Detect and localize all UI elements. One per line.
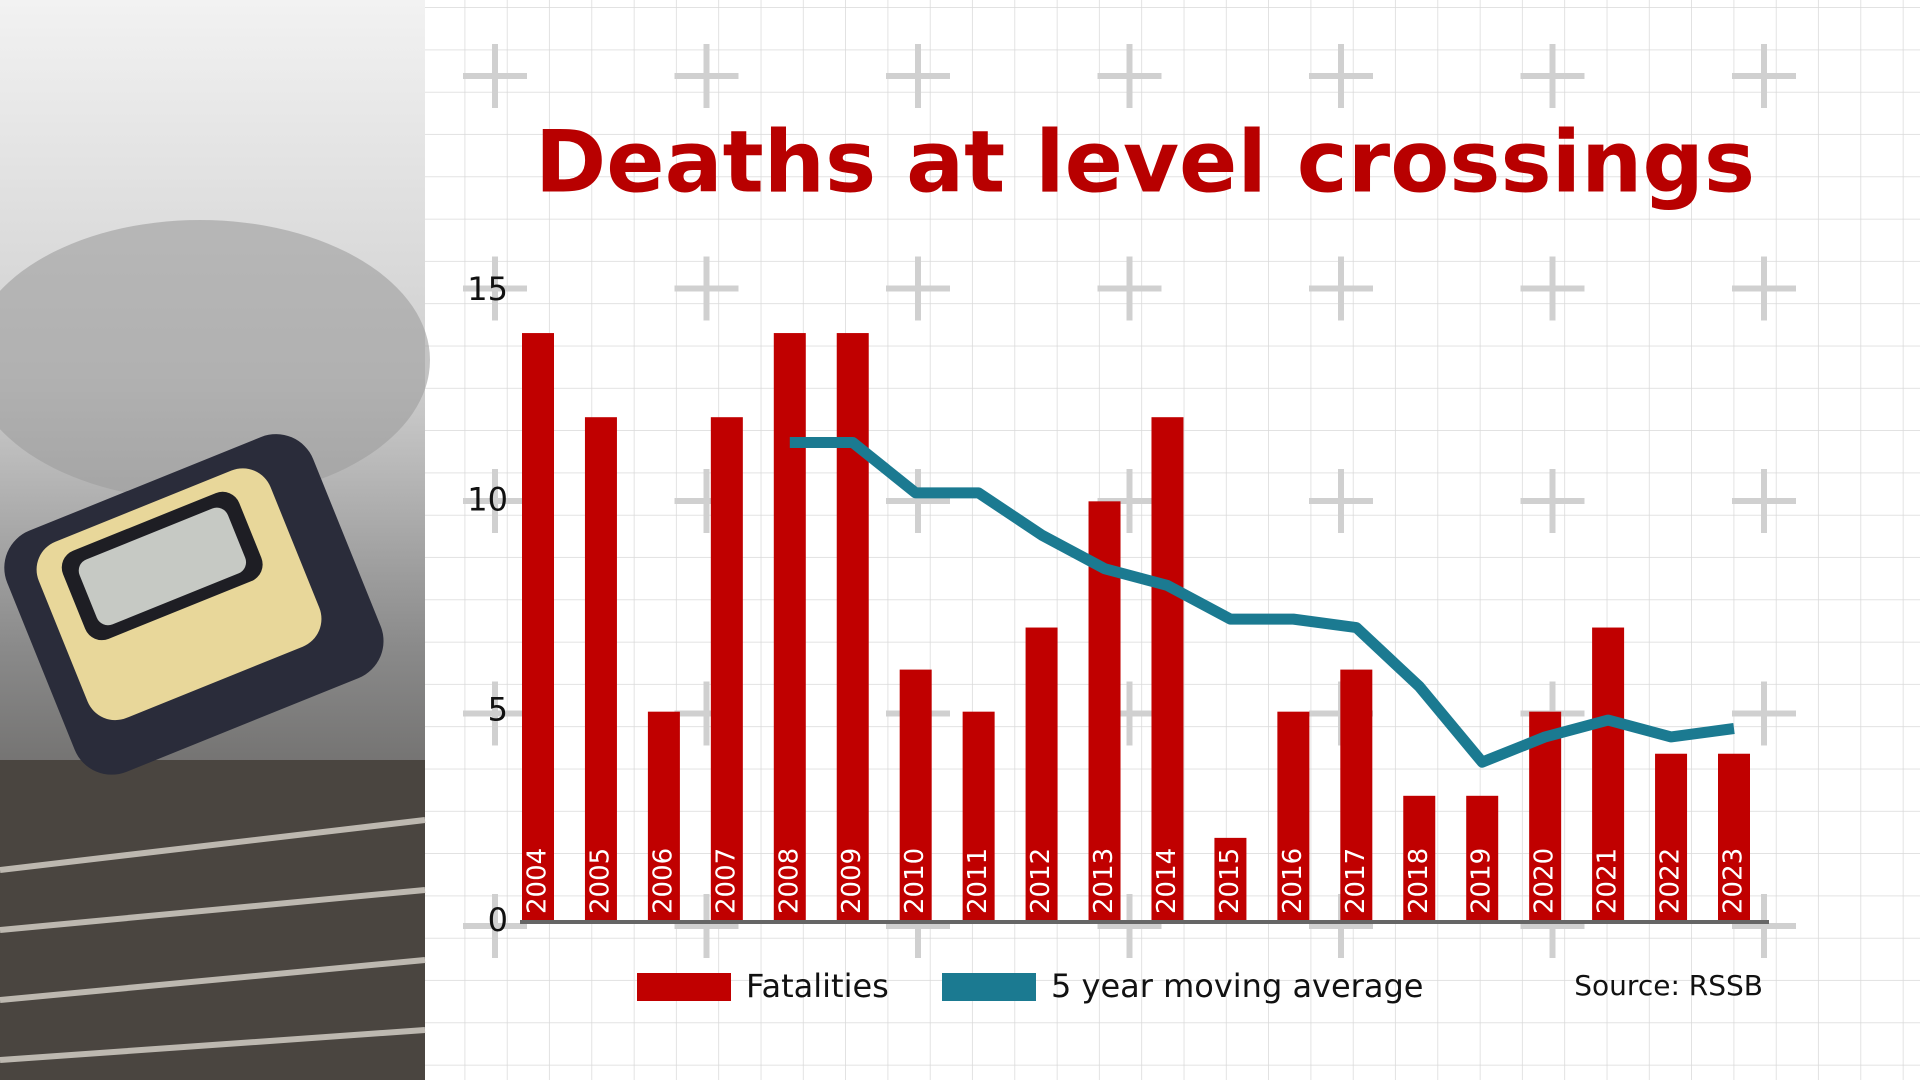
bar bbox=[1718, 753, 1750, 922]
grid-cross bbox=[1309, 44, 1373, 108]
grid-cross bbox=[886, 256, 950, 321]
grid-cross bbox=[674, 894, 739, 958]
source: Source: RSSB bbox=[1574, 969, 1763, 1002]
y-tick-label: 15 bbox=[467, 270, 508, 308]
grid-cross bbox=[1732, 894, 1796, 958]
bar bbox=[773, 333, 806, 923]
x-tick-label: 2019 bbox=[1467, 848, 1497, 914]
bar bbox=[1403, 795, 1436, 922]
grid-cross bbox=[1097, 469, 1162, 533]
x-tick-label: 2022 bbox=[1656, 848, 1686, 914]
grid-cross bbox=[463, 44, 527, 108]
x-tick-label: 2008 bbox=[774, 848, 804, 914]
grid-cross bbox=[886, 44, 950, 108]
legend-label: 5 year moving average bbox=[1051, 967, 1423, 1005]
legend-label: Fatalities bbox=[746, 967, 889, 1005]
x-tick-label: 2014 bbox=[1152, 848, 1182, 914]
bar bbox=[710, 417, 743, 922]
grid-cross bbox=[674, 44, 739, 108]
bar bbox=[584, 417, 617, 922]
bar bbox=[962, 711, 995, 922]
x-tick-label: 2005 bbox=[585, 848, 615, 914]
x-tick-label: 2011 bbox=[963, 848, 993, 914]
grid-cross bbox=[1097, 894, 1162, 958]
bar bbox=[1214, 837, 1247, 922]
grid-cross bbox=[674, 256, 739, 321]
x-tick-label: 2017 bbox=[1341, 848, 1371, 914]
chart-title: Deaths at level crossings bbox=[535, 112, 1755, 212]
grid-cross bbox=[1732, 256, 1796, 321]
legend-swatch bbox=[942, 973, 1036, 1001]
grid-cross bbox=[463, 681, 527, 746]
x-tick-label: 2021 bbox=[1593, 848, 1623, 914]
bar bbox=[1592, 627, 1625, 922]
grid-cross bbox=[1732, 681, 1796, 746]
grid-cross bbox=[1097, 256, 1162, 321]
bar bbox=[1340, 669, 1373, 922]
x-tick-label: 2013 bbox=[1089, 848, 1119, 914]
x-tick-label: 2023 bbox=[1719, 848, 1749, 914]
x-tick-label: 2015 bbox=[1215, 848, 1245, 914]
x-tick-label: 2007 bbox=[711, 848, 741, 914]
grid-cross bbox=[1309, 256, 1373, 321]
grid-cross bbox=[1520, 44, 1585, 108]
grid-cross bbox=[1097, 44, 1162, 108]
x-tick-label: 2020 bbox=[1530, 848, 1560, 914]
grid-cross bbox=[1309, 469, 1373, 533]
x-tick-label: 2018 bbox=[1404, 848, 1434, 914]
grid-cross bbox=[1732, 469, 1796, 533]
photo bbox=[0, 0, 430, 1080]
bar bbox=[522, 333, 554, 923]
bar bbox=[1655, 753, 1688, 922]
grid-cross bbox=[1520, 256, 1585, 321]
grid-cross bbox=[463, 894, 527, 958]
grid-cross bbox=[463, 256, 527, 321]
bar bbox=[1025, 627, 1058, 922]
bar bbox=[836, 333, 869, 923]
x-tick-label: 2006 bbox=[648, 848, 678, 914]
bar bbox=[1151, 417, 1184, 922]
x-tick-label: 2004 bbox=[523, 848, 553, 914]
grid-cross bbox=[463, 469, 527, 533]
average-line bbox=[789, 436, 1735, 768]
bar bbox=[1277, 711, 1310, 922]
x-tick-label: 2010 bbox=[900, 848, 930, 914]
bar bbox=[647, 711, 680, 922]
legend-swatch bbox=[637, 973, 731, 1001]
grid-cross bbox=[886, 469, 950, 533]
bar bbox=[899, 669, 932, 922]
grid-crosses bbox=[463, 44, 1796, 958]
y-tick-label: 0 bbox=[488, 901, 508, 939]
bar bbox=[1466, 795, 1499, 922]
y-tick-label: 10 bbox=[467, 480, 508, 518]
grid-cross bbox=[1520, 469, 1585, 533]
grid-cross bbox=[1732, 44, 1796, 108]
x-tick-label: 2012 bbox=[1026, 848, 1056, 914]
y-tick-label: 5 bbox=[488, 691, 508, 729]
x-tick-label: 2016 bbox=[1278, 848, 1308, 914]
x-tick-label: 2009 bbox=[837, 848, 867, 914]
